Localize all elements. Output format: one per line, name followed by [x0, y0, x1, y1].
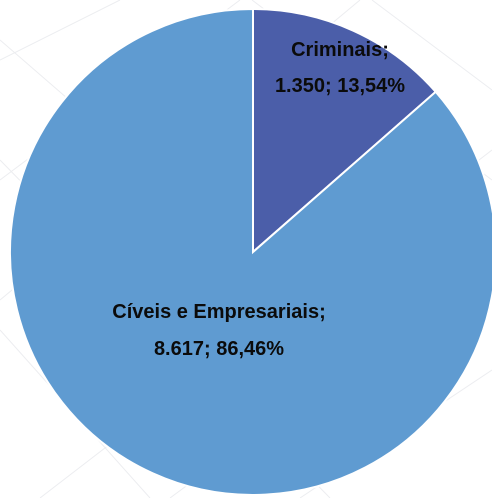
data-label-line: Cíveis e Empresariais;	[112, 301, 325, 323]
data-label-line: 1.350; 13,54%	[275, 75, 405, 97]
data-label-criminais: Criminais; 1.350; 13,54%	[275, 39, 405, 97]
data-label-line: Criminais;	[291, 39, 389, 61]
data-label-line: 8.617; 86,46%	[154, 338, 284, 360]
slice-labels: Criminais; 1.350; 13,54% Cíveis e Empresar…	[112, 39, 405, 360]
pie-slices	[9, 7, 492, 496]
slice-civeis-empresariais	[9, 7, 492, 496]
slice-criminais	[252, 7, 438, 255]
data-label-civeis-empresariais: Cíveis e Empresariais; 8.617; 86,46%	[112, 301, 325, 360]
